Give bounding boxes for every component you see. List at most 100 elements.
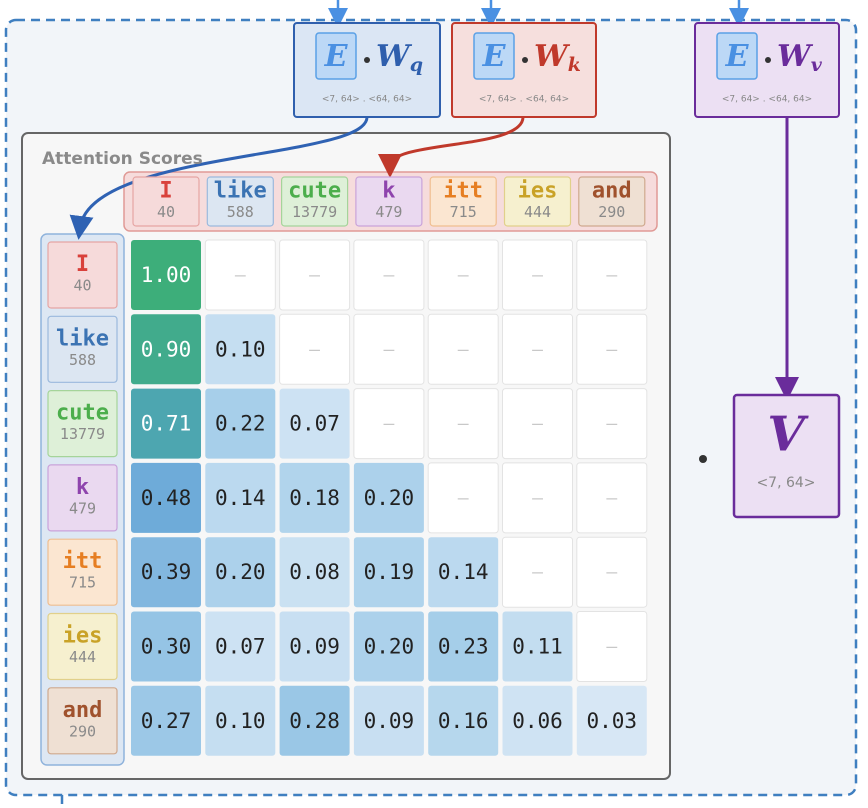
score-cell: [428, 611, 499, 682]
value-label: V: [767, 407, 809, 463]
score-cell: [131, 240, 201, 310]
score-cell: [279, 462, 350, 533]
masked-cell: —: [606, 637, 617, 658]
score-cell: [576, 611, 648, 682]
dot-operator: [364, 57, 370, 63]
token-tile: [206, 176, 274, 227]
score-cell: [353, 388, 425, 460]
embedding-box: [473, 32, 515, 80]
token-text: cute: [288, 179, 341, 204]
token-id: 290: [69, 722, 96, 740]
score-value: 0.11: [512, 635, 563, 659]
score-cell: [576, 462, 648, 534]
score-cell: [428, 685, 499, 756]
value-shape: <7, 64>: [756, 475, 815, 491]
token-id: 479: [69, 499, 96, 517]
score-value: 0.14: [438, 560, 489, 584]
score-value: 0.03: [587, 709, 638, 733]
token-tile: [47, 464, 118, 532]
score-value: 0.22: [215, 412, 266, 436]
query-arrow: [69, 116, 369, 240]
weight-subscript: v: [811, 54, 823, 76]
token-tile: [578, 176, 646, 227]
embedding-label: E: [482, 39, 507, 74]
token-tile: [47, 612, 118, 681]
masked-cell: —: [309, 339, 320, 360]
embedding-label: E: [324, 39, 349, 74]
token-text: itt: [443, 179, 483, 204]
token-id: 40: [157, 203, 175, 221]
masked-cell: —: [383, 414, 394, 435]
masked-cell: —: [606, 265, 617, 286]
score-cell: [205, 685, 276, 756]
score-cell: [131, 314, 201, 385]
score-cell: [576, 313, 648, 385]
score-cell: [502, 611, 573, 682]
score-value: 0.20: [364, 635, 415, 659]
score-value: 0.20: [364, 486, 415, 510]
score-value: 0.14: [215, 486, 266, 510]
score-value: 0.16: [438, 709, 489, 733]
masked-cell: —: [383, 265, 394, 286]
masked-cell: —: [606, 339, 617, 360]
token-id: 715: [450, 203, 477, 221]
token-tile: [132, 176, 200, 227]
token-id: 588: [69, 351, 96, 369]
token-tile: [47, 315, 118, 383]
token-tile: [429, 176, 497, 227]
score-value: 0.48: [141, 486, 192, 510]
token-text: and: [592, 179, 632, 204]
masked-cell: —: [606, 488, 617, 509]
token-text: k: [382, 179, 395, 204]
score-cell: [428, 537, 499, 608]
score-cell: [576, 388, 648, 460]
masked-cell: —: [532, 562, 543, 583]
score-value: 0.28: [289, 709, 340, 733]
score-value: 0.23: [438, 635, 489, 659]
masked-cell: —: [532, 265, 543, 286]
score-cell: [427, 462, 499, 534]
score-cell: [502, 239, 573, 311]
score-cell: [131, 611, 201, 682]
shape-label: <7, 64> . <64, 64>: [479, 95, 569, 105]
token-tile: [47, 538, 118, 606]
score-cell: [205, 314, 276, 385]
token-id: 588: [227, 203, 254, 221]
score-cell: [353, 313, 425, 385]
masked-cell: —: [606, 414, 617, 435]
token-tile: [47, 687, 118, 755]
token-id: 479: [375, 203, 402, 221]
masked-cell: —: [383, 339, 394, 360]
score-cell: [427, 239, 499, 311]
dot-operator: [522, 57, 528, 63]
score-value: 0.10: [215, 709, 266, 733]
token-id: 290: [598, 203, 625, 221]
score-cell: [205, 388, 276, 459]
token-text: cute: [56, 401, 109, 426]
score-cell: [131, 388, 201, 459]
token-tile: [355, 176, 423, 227]
score-cell: [205, 462, 276, 533]
score-cell: [279, 537, 350, 608]
score-value: 0.71: [141, 412, 192, 436]
score-value: 0.09: [289, 635, 340, 659]
masked-cell: —: [532, 488, 543, 509]
score-cell: [502, 685, 573, 756]
score-value: 0.07: [215, 635, 266, 659]
token-id: 715: [69, 574, 96, 592]
token-id: 444: [69, 648, 96, 666]
shape-label: <7, 64> . <64, 64>: [722, 95, 812, 105]
token-id: 13779: [60, 425, 105, 443]
score-cell: [279, 388, 350, 459]
score-cell: [427, 388, 499, 460]
masked-cell: —: [532, 414, 543, 435]
masked-cell: —: [606, 562, 617, 583]
masked-cell: —: [532, 339, 543, 360]
score-cell: [353, 685, 424, 756]
score-value: 0.10: [215, 337, 266, 361]
score-cell: [502, 536, 573, 608]
score-value: 0.07: [289, 412, 340, 436]
score-cell: [279, 611, 350, 682]
score-cell: [131, 462, 201, 533]
